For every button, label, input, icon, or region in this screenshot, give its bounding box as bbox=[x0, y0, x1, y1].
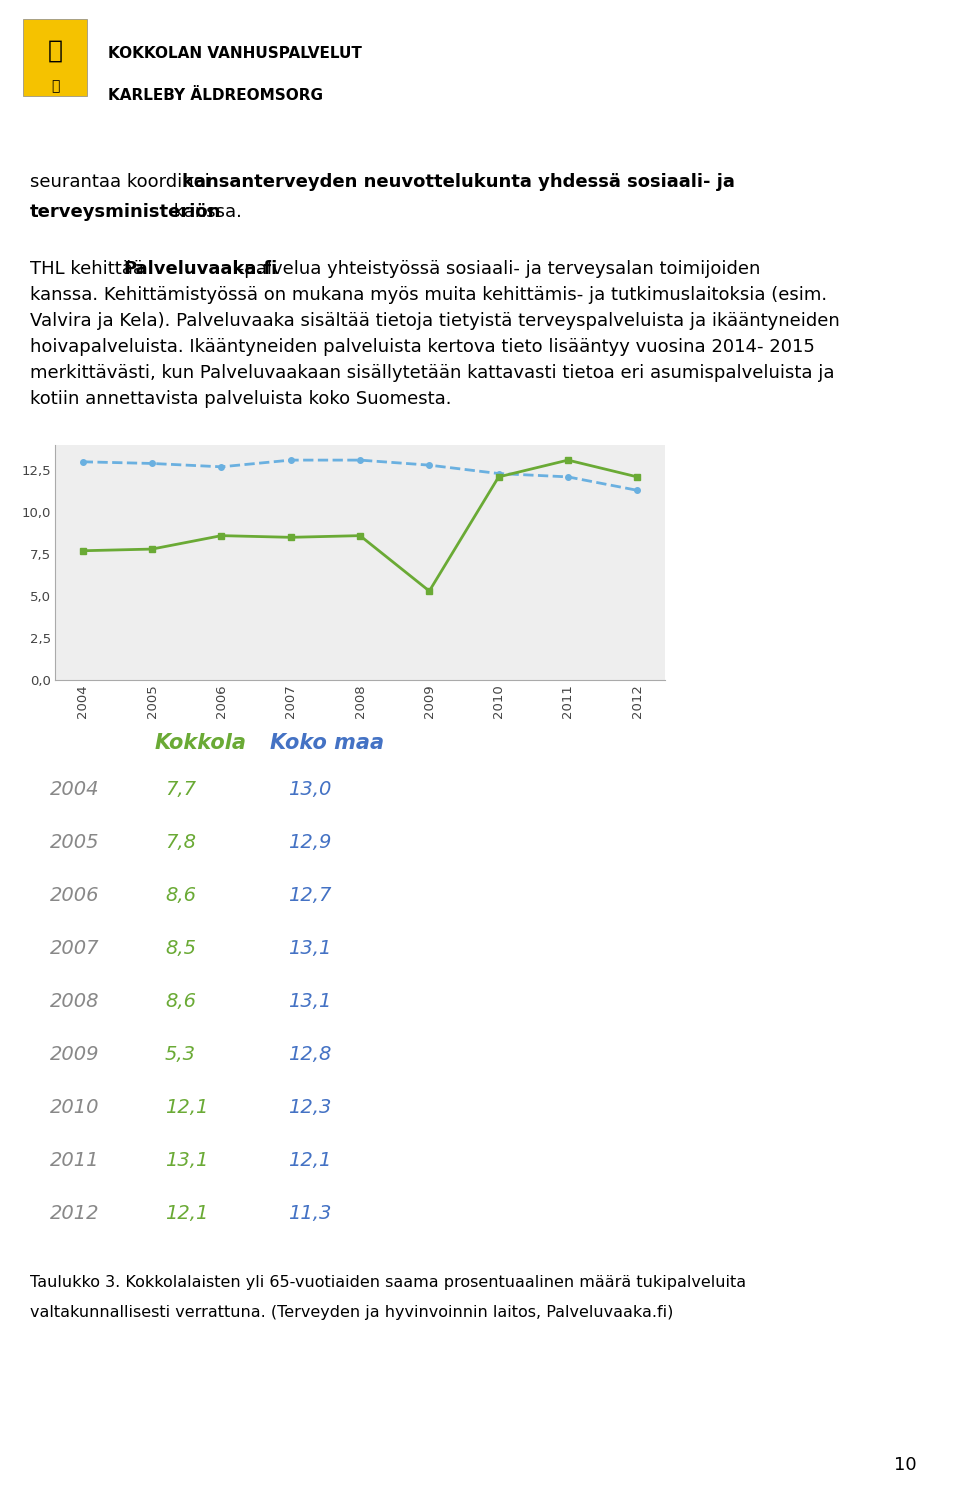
Text: 2011: 2011 bbox=[50, 1150, 100, 1170]
Text: 2009: 2009 bbox=[50, 1044, 100, 1064]
Text: Kokkola: Kokkola bbox=[155, 733, 247, 752]
Text: Valvira ja Kela). Palveluvaaka sisältää tietoja tietyistä terveyspalveluista ja : Valvira ja Kela). Palveluvaaka sisältää … bbox=[30, 311, 840, 329]
Text: Koko maa: Koko maa bbox=[270, 733, 384, 752]
Text: seurantaa koordinoi: seurantaa koordinoi bbox=[30, 173, 215, 191]
Text: 2007: 2007 bbox=[50, 939, 100, 958]
Text: 11,3: 11,3 bbox=[288, 1204, 331, 1223]
Text: merkittävästi, kun Palveluvaakaan sisällytetään kattavasti tietoa eri asumispalv: merkittävästi, kun Palveluvaakaan sisäll… bbox=[30, 364, 834, 381]
Text: 8,6: 8,6 bbox=[165, 887, 196, 904]
Text: 7,7: 7,7 bbox=[165, 779, 196, 799]
Text: 13,1: 13,1 bbox=[288, 939, 331, 958]
Text: 5,3: 5,3 bbox=[165, 1044, 196, 1064]
Text: 10: 10 bbox=[894, 1456, 916, 1474]
Bar bbox=[23, 19, 87, 95]
Text: 🚌: 🚌 bbox=[51, 79, 60, 94]
Text: 13,1: 13,1 bbox=[288, 992, 331, 1012]
Text: 12,1: 12,1 bbox=[165, 1204, 208, 1223]
Text: 2006: 2006 bbox=[50, 887, 100, 904]
Text: 12,1: 12,1 bbox=[165, 1098, 208, 1118]
Text: kotiin annettavista palveluista koko Suomesta.: kotiin annettavista palveluista koko Suo… bbox=[30, 390, 451, 408]
Text: 8,5: 8,5 bbox=[165, 939, 196, 958]
Text: 7,8: 7,8 bbox=[165, 833, 196, 852]
Text: 2012: 2012 bbox=[50, 1204, 100, 1223]
Text: 8,6: 8,6 bbox=[165, 992, 196, 1012]
Text: valtakunnallisesti verrattuna. (Terveyden ja hyvinvoinnin laitos, Palveluvaaka.f: valtakunnallisesti verrattuna. (Terveyde… bbox=[30, 1305, 673, 1320]
Text: 12,3: 12,3 bbox=[288, 1098, 331, 1118]
Text: Taulukko 3. Kokkolalaisten yli 65-vuotiaiden saama prosentuaalinen määrä tukipal: Taulukko 3. Kokkolalaisten yli 65-vuotia… bbox=[30, 1275, 746, 1290]
Text: kanssa.: kanssa. bbox=[168, 203, 242, 221]
Text: 12,8: 12,8 bbox=[288, 1044, 331, 1064]
Text: hoivapalveluista. Ikääntyneiden palveluista kertova tieto lisääntyy vuosina 2014: hoivapalveluista. Ikääntyneiden palvelui… bbox=[30, 338, 815, 356]
Text: terveysministeriön: terveysministeriön bbox=[30, 203, 222, 221]
Text: 12,7: 12,7 bbox=[288, 887, 331, 904]
Text: 2005: 2005 bbox=[50, 833, 100, 852]
Text: 12,1: 12,1 bbox=[288, 1150, 331, 1170]
Text: kansanterveyden neuvottelukunta yhdessä sosiaali- ja: kansanterveyden neuvottelukunta yhdessä … bbox=[182, 173, 734, 191]
Text: 2008: 2008 bbox=[50, 992, 100, 1012]
Text: 13,0: 13,0 bbox=[288, 779, 331, 799]
Text: KOKKOLAN VANHUSPALVELUT: KOKKOLAN VANHUSPALVELUT bbox=[108, 46, 362, 61]
Text: Palveluvaaka.fi: Palveluvaaka.fi bbox=[124, 259, 277, 279]
Text: 2004: 2004 bbox=[50, 779, 100, 799]
Text: kanssa. Kehittämistyössä on mukana myös muita kehittämis- ja tutkimuslaitoksia (: kanssa. Kehittämistyössä on mukana myös … bbox=[30, 286, 828, 304]
Text: 12,9: 12,9 bbox=[288, 833, 331, 852]
Text: KARLEBY ÄLDREOMSORG: KARLEBY ÄLDREOMSORG bbox=[108, 88, 323, 103]
Text: 13,1: 13,1 bbox=[165, 1150, 208, 1170]
Text: 2010: 2010 bbox=[50, 1098, 100, 1118]
Text: THL kehittää: THL kehittää bbox=[30, 259, 150, 279]
Text: 🔥: 🔥 bbox=[47, 39, 62, 63]
Text: -palvelua yhteistyössä sosiaali- ja terveysalan toimijoiden: -palvelua yhteistyössä sosiaali- ja terv… bbox=[231, 259, 760, 279]
